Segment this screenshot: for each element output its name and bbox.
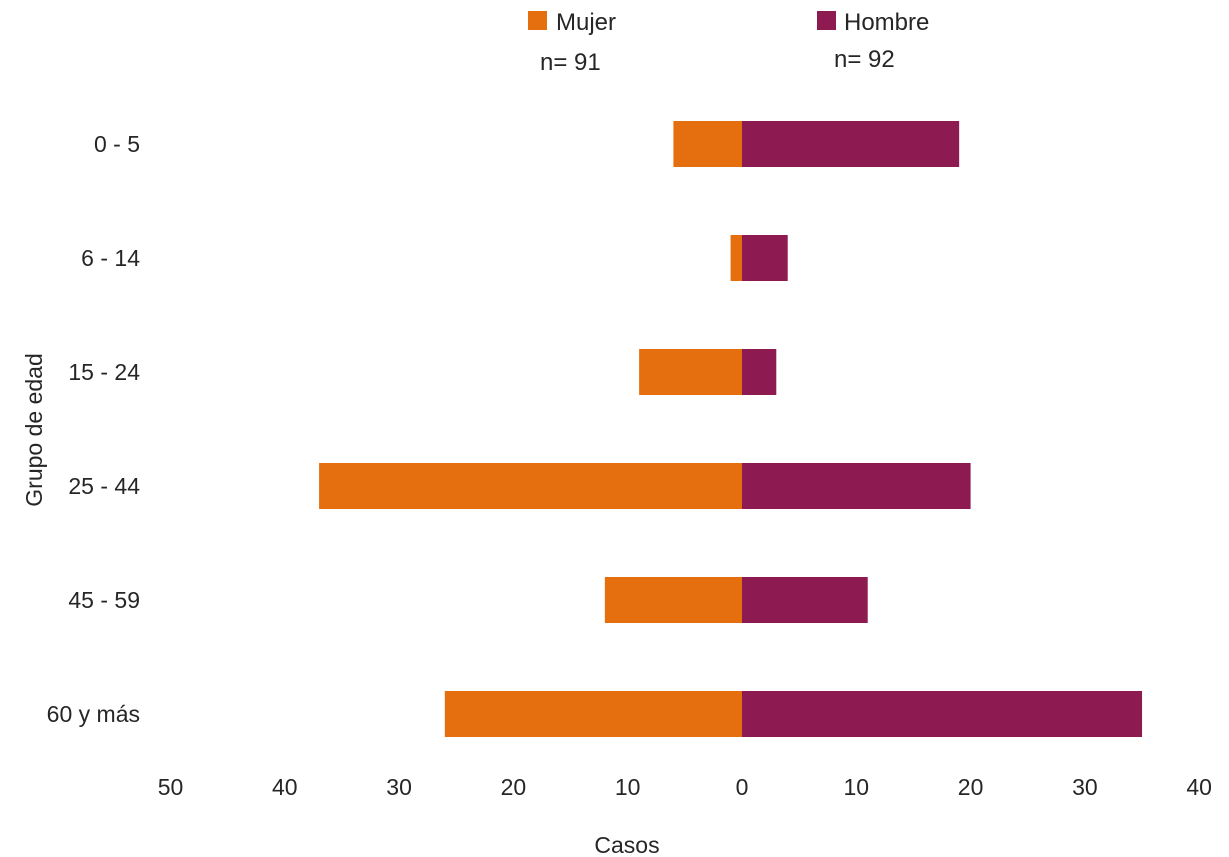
category-label-2: 15 - 24 bbox=[68, 359, 140, 385]
x-tick-label-9: 40 bbox=[1186, 774, 1212, 800]
legend-label-hombre: Hombre bbox=[844, 9, 929, 36]
bar-hombre-2 bbox=[742, 349, 777, 395]
bar-mujer-2 bbox=[639, 349, 742, 395]
category-label-1: 6 - 14 bbox=[81, 245, 140, 271]
bar-mujer-4 bbox=[604, 577, 742, 623]
bar-hombre-0 bbox=[742, 121, 960, 167]
legend-swatch-mujer bbox=[528, 11, 547, 30]
bar-hombre-4 bbox=[742, 577, 868, 623]
legend-label-mujer: Mujer bbox=[556, 9, 616, 36]
bar-hombre-5 bbox=[742, 691, 1143, 737]
x-tick-label-1: 40 bbox=[272, 774, 298, 800]
x-tick-label-4: 10 bbox=[615, 774, 641, 800]
y-axis-title: Grupo de edad bbox=[21, 353, 47, 506]
bar-hombre-3 bbox=[742, 463, 971, 509]
legend-n-mujer: n= 91 bbox=[540, 49, 601, 76]
x-tick-label-5: 0 bbox=[736, 774, 749, 800]
bar-mujer-0 bbox=[673, 121, 742, 167]
category-label-4: 45 - 59 bbox=[68, 587, 140, 613]
bar-mujer-1 bbox=[730, 235, 742, 281]
bars-group bbox=[319, 121, 1143, 737]
x-tick-label-3: 20 bbox=[501, 774, 527, 800]
x-tick-label-0: 50 bbox=[158, 774, 184, 800]
x-axis-title: Casos bbox=[594, 832, 659, 857]
bar-mujer-3 bbox=[319, 463, 742, 509]
x-tick-label-8: 30 bbox=[1072, 774, 1098, 800]
x-tick-label-7: 20 bbox=[958, 774, 984, 800]
legend: Mujer n= 91 Hombre n= 92 bbox=[528, 9, 929, 76]
bar-hombre-1 bbox=[742, 235, 788, 281]
category-labels: 0 - 5 6 - 14 15 - 24 25 - 44 45 - 59 60 y más bbox=[47, 131, 141, 727]
legend-n-hombre: n= 92 bbox=[834, 46, 895, 73]
bar-mujer-5 bbox=[444, 691, 742, 737]
legend-swatch-hombre bbox=[817, 11, 836, 30]
x-tick-label-6: 10 bbox=[844, 774, 870, 800]
x-axis-ticks: 50 40 30 20 10 0 10 20 30 40 bbox=[158, 774, 1212, 800]
x-tick-label-2: 30 bbox=[386, 774, 412, 800]
category-label-5: 60 y más bbox=[47, 701, 140, 727]
category-label-0: 0 - 5 bbox=[94, 131, 140, 157]
category-label-3: 25 - 44 bbox=[68, 473, 140, 499]
